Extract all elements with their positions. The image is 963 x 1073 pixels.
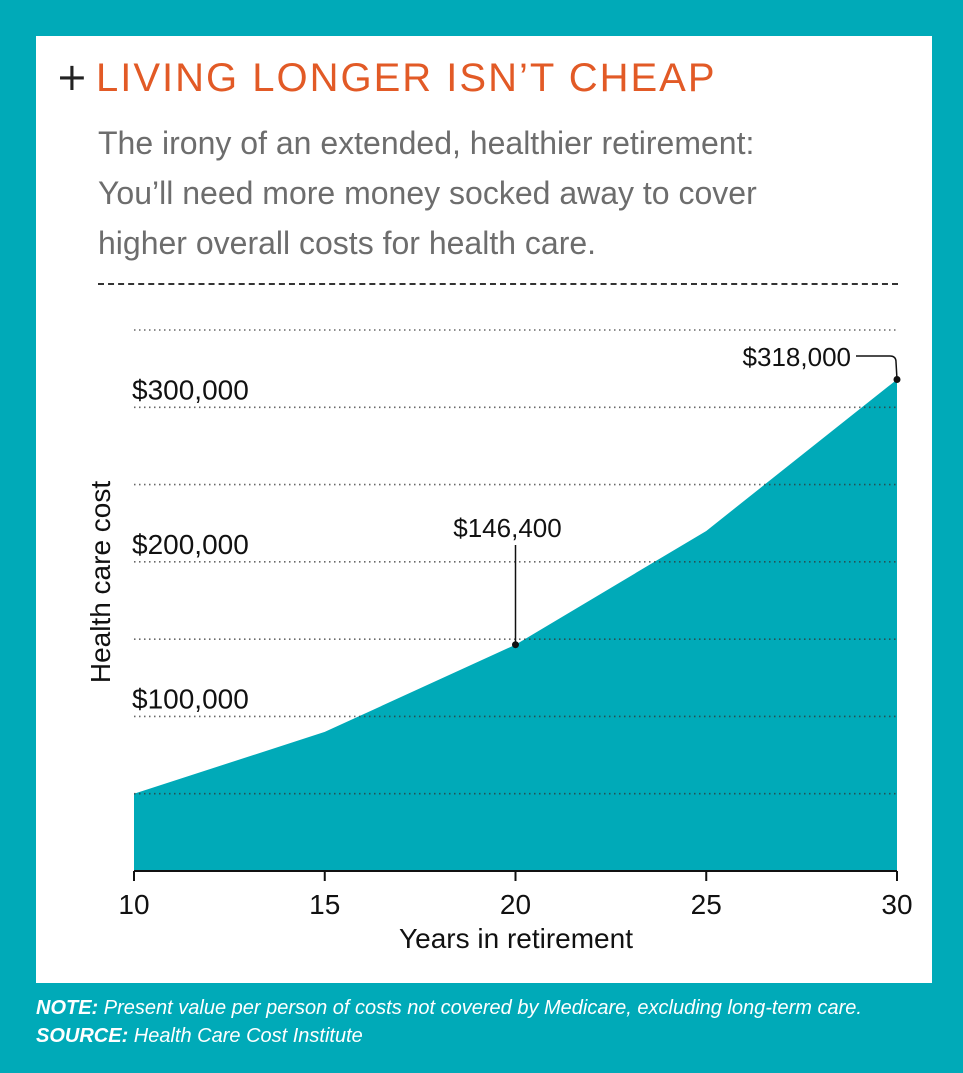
y-tick-label: $200,000: [132, 529, 249, 560]
subtitle-line: The irony of an extended, healthier reti…: [98, 125, 755, 161]
source-text: Health Care Cost Institute: [128, 1025, 363, 1047]
annotation-label: $318,000: [743, 342, 851, 372]
x-tick-label: 10: [118, 889, 149, 920]
note-line: NOTE: Present value per person of costs …: [36, 994, 862, 1022]
x-axis-label: Years in retirement: [399, 923, 633, 954]
source-line: SOURCE: Health Care Cost Institute: [36, 1022, 862, 1050]
annotation-marker: [893, 375, 901, 383]
note-text: Present value per person of costs not co…: [98, 997, 862, 1019]
annotation-label: $146,400: [453, 513, 561, 543]
subtitle-line: You’ll need more money socked away to co…: [98, 175, 757, 211]
x-tick-label: 15: [309, 889, 340, 920]
note-label: NOTE:: [36, 997, 99, 1019]
annotation-marker: [512, 641, 519, 649]
area-series: [134, 379, 897, 871]
plus-icon: +: [56, 55, 88, 99]
annotation-leader: [856, 355, 898, 380]
y-tick-label: $300,000: [132, 374, 249, 405]
divider: [98, 283, 898, 285]
subtitle-line: higher overall costs for health care.: [98, 225, 597, 261]
chart-title: LIVING LONGER ISN’T CHEAP: [96, 56, 717, 100]
y-tick-label: $100,000: [132, 683, 249, 714]
x-tick-label: 25: [691, 889, 722, 920]
source-label: SOURCE:: [36, 1025, 129, 1047]
footnote: NOTE: Present value per person of costs …: [36, 994, 862, 1050]
chart-subtitle: The irony of an extended, healthier reti…: [98, 118, 858, 268]
x-tick-label: 30: [881, 889, 912, 920]
y-axis-label: Health care cost: [85, 481, 116, 684]
x-tick-label: 20: [500, 889, 531, 920]
